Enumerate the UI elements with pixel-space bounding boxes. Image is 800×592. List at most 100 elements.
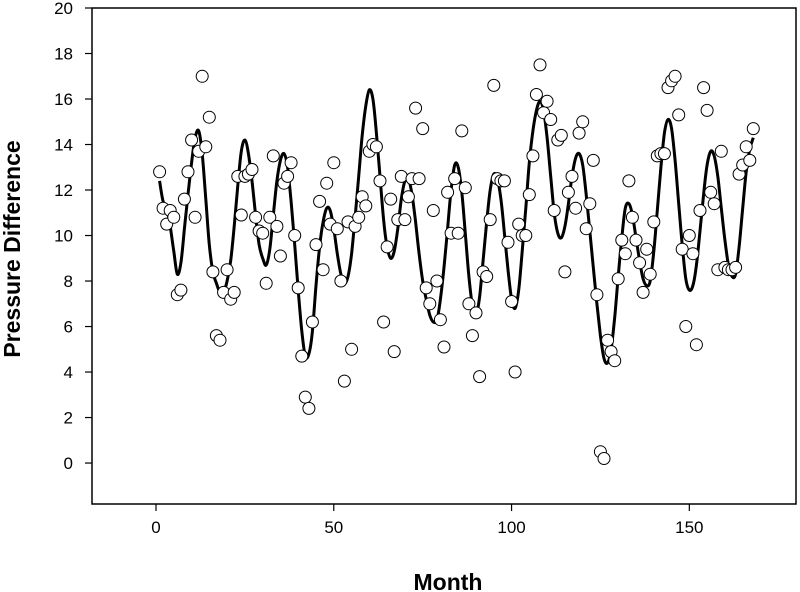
data-point [480, 270, 494, 283]
data-point [682, 229, 696, 242]
data-point [572, 126, 586, 140]
data-point [615, 233, 629, 247]
data-point [263, 210, 277, 224]
data-point [597, 452, 611, 465]
data-point [202, 110, 216, 124]
data-point [583, 197, 597, 211]
y-tick-label: 10 [54, 227, 73, 246]
x-axis: 0 50 100 150 [151, 504, 704, 537]
data-point [423, 297, 437, 311]
data-point [618, 247, 632, 261]
x-tick-label: 100 [497, 518, 525, 537]
data-point [729, 260, 743, 274]
data-point [455, 124, 469, 138]
data-point [636, 285, 650, 299]
data-point [416, 122, 430, 136]
y-tick-label: 12 [54, 181, 73, 200]
data-point [384, 192, 398, 206]
data-point [305, 315, 319, 329]
data-point [679, 320, 693, 333]
data-point [426, 204, 440, 217]
data-point [245, 163, 259, 176]
data-point [437, 340, 451, 354]
y-tick-label: 0 [64, 454, 73, 473]
data-point [462, 297, 476, 311]
data-point [714, 144, 728, 158]
data-point [430, 274, 444, 288]
data-point [181, 165, 195, 179]
data-point [369, 140, 383, 154]
data-point [505, 295, 519, 308]
data-point [409, 101, 423, 115]
data-point [309, 238, 323, 252]
data-point [281, 169, 295, 183]
data-point [316, 263, 330, 277]
y-tick-label: 4 [64, 363, 73, 382]
data-point [529, 88, 543, 101]
data-point [227, 285, 241, 299]
data-point [213, 333, 227, 347]
data-point [519, 229, 533, 242]
data-point [540, 94, 554, 108]
y-tick-label: 6 [64, 318, 73, 337]
data-point [313, 194, 327, 208]
data-point [558, 265, 572, 279]
data-point [401, 190, 415, 204]
data-point [657, 147, 671, 161]
data-point [608, 354, 622, 368]
data-point [337, 374, 351, 388]
data-point [177, 192, 191, 206]
data-point [565, 169, 579, 183]
data-point [334, 274, 348, 288]
data-point [704, 185, 718, 199]
data-point [327, 156, 341, 170]
data-point [569, 201, 583, 215]
x-tick-label: 50 [324, 518, 343, 537]
data-point [686, 247, 700, 261]
data-point [206, 265, 220, 279]
fit-line-layer [158, 88, 755, 365]
data-point [249, 210, 263, 224]
data-point [746, 122, 760, 136]
data-point [668, 69, 682, 83]
y-tick-label: 14 [54, 136, 73, 155]
data-point [629, 233, 643, 247]
data-point [576, 115, 590, 129]
data-point [451, 226, 465, 240]
data-point [707, 197, 721, 211]
y-tick-label: 16 [54, 90, 73, 109]
data-point [743, 153, 757, 167]
data-point [441, 185, 455, 199]
fit-line [158, 88, 755, 365]
data-point [412, 172, 426, 186]
data-point [465, 329, 479, 343]
data-point [167, 210, 181, 224]
data-point [544, 113, 558, 126]
data-point [188, 210, 202, 224]
data-point [330, 222, 344, 236]
data-point [487, 78, 501, 92]
data-point [590, 288, 604, 302]
data-point [345, 342, 359, 356]
data-point [533, 58, 547, 72]
data-point [273, 249, 287, 263]
data-point [295, 349, 309, 363]
data-point [153, 165, 167, 179]
y-tick-label: 18 [54, 45, 73, 64]
data-point [675, 242, 689, 256]
data-point [547, 204, 561, 217]
data-point [458, 181, 472, 195]
data-point [501, 235, 515, 249]
y-tick-label: 20 [54, 0, 73, 18]
data-point [647, 215, 661, 229]
data-point [640, 242, 654, 256]
data-point [601, 333, 615, 347]
data-point [497, 174, 511, 188]
data-point [394, 169, 408, 183]
data-point [320, 176, 334, 190]
data-point [448, 172, 462, 186]
data-point [380, 240, 394, 254]
data-point [419, 281, 433, 295]
data-point [174, 283, 188, 297]
